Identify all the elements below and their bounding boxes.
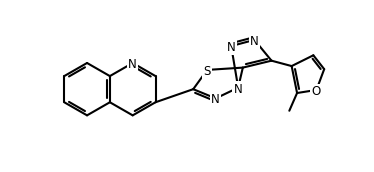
Text: N: N	[250, 35, 259, 48]
Text: O: O	[312, 85, 321, 98]
Text: S: S	[203, 65, 211, 78]
Text: N: N	[128, 58, 137, 71]
Text: N: N	[227, 41, 236, 54]
Text: N: N	[211, 93, 220, 106]
Text: N: N	[234, 83, 243, 96]
